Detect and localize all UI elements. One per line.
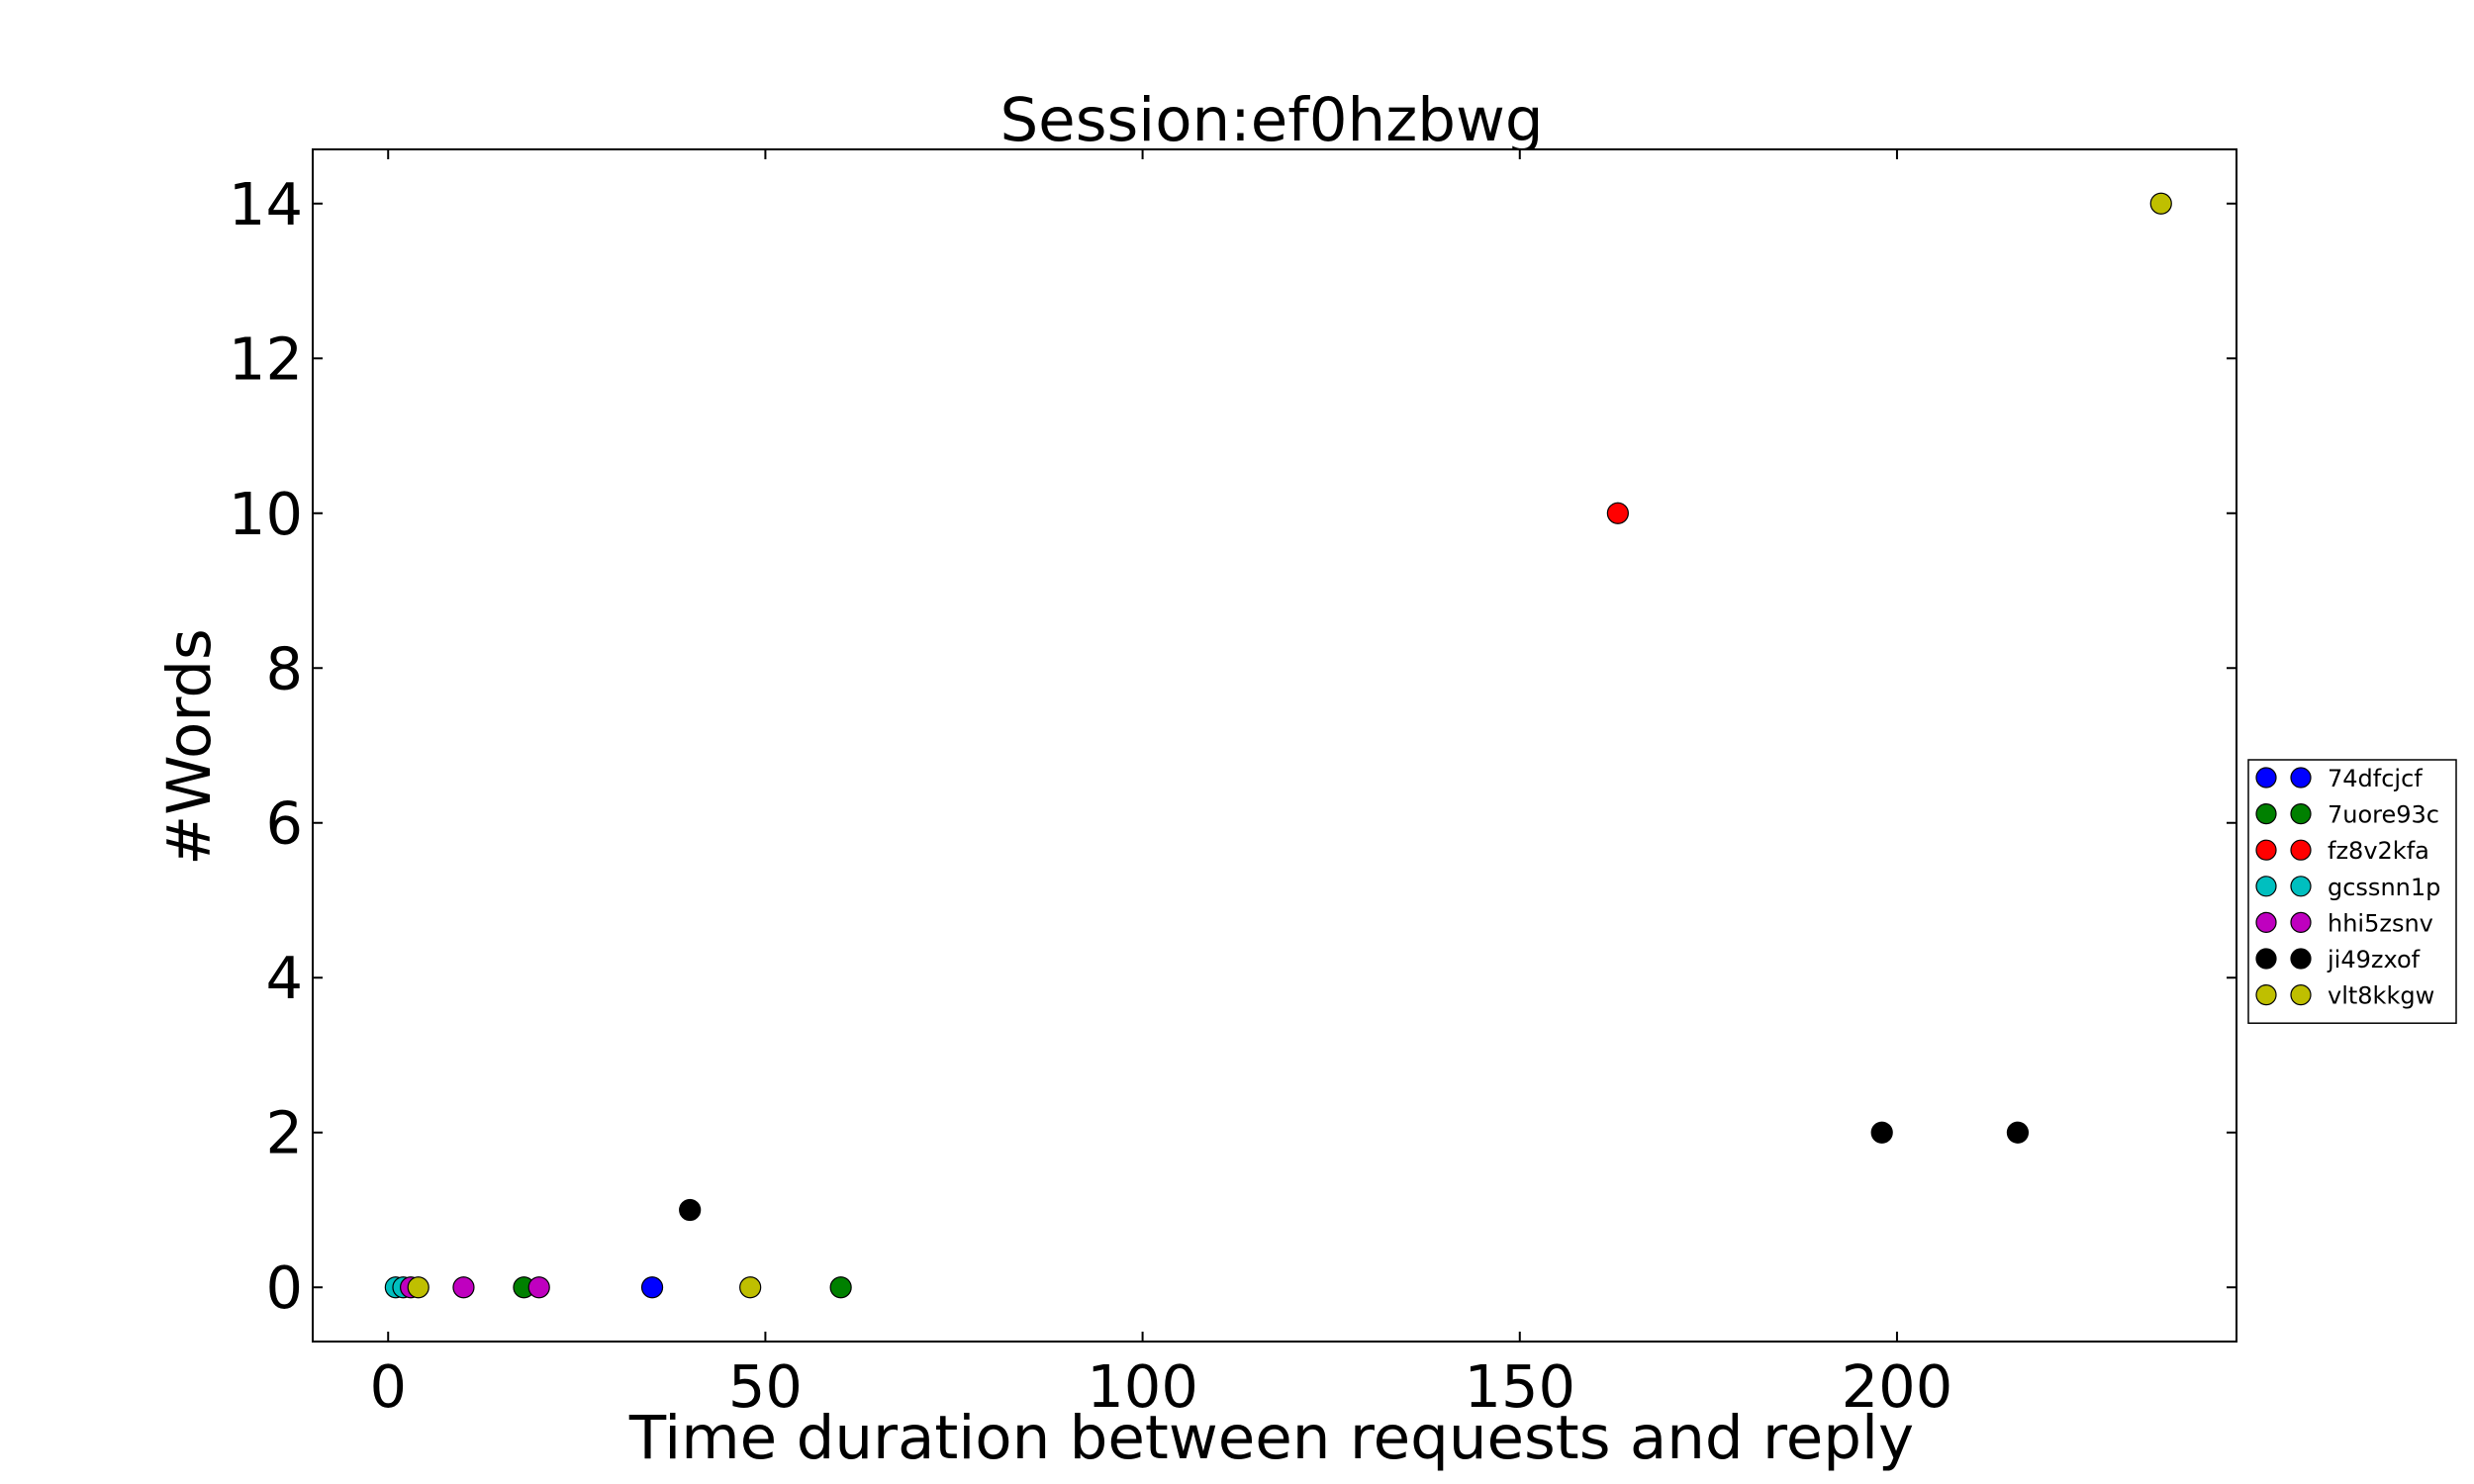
data-points xyxy=(384,192,2172,1299)
legend-box xyxy=(2247,759,2457,1024)
legend-label: 7uore93c xyxy=(2328,801,2439,829)
y-tick-label: 6 xyxy=(265,789,303,858)
legend: 74dfcjcf 7uore93c fz8v2kfa gcssnn1p hhi5zsnv… xyxy=(2247,759,2457,1024)
data-point-ji49zxof xyxy=(2006,1121,2030,1144)
y-tick-label: 8 xyxy=(265,634,303,702)
x-axis-title: Time duration between requests and reply xyxy=(628,1403,1914,1473)
legend-marker xyxy=(2290,948,2312,970)
y-tick-label: 12 xyxy=(229,325,303,393)
y-tick-label: 10 xyxy=(229,480,303,548)
legend-marker xyxy=(2255,839,2277,861)
legend-marker xyxy=(2255,948,2277,970)
data-point-vlt8kkgw xyxy=(739,1276,762,1299)
legend-label: 74dfcjcf xyxy=(2328,765,2423,792)
data-point-hhi5zsnv xyxy=(452,1276,475,1299)
y-axis-title: #Words xyxy=(154,628,225,866)
y-tick-label: 14 xyxy=(229,170,303,238)
data-point-ji49zxof xyxy=(1870,1121,1893,1144)
y-tick-label: 2 xyxy=(265,1099,303,1167)
data-point-7uore93c xyxy=(829,1276,852,1299)
legend-marker xyxy=(2255,876,2277,897)
data-point-vlt8kkgw xyxy=(407,1276,429,1299)
legend-label: gcssnn1p xyxy=(2328,874,2440,901)
legend-marker xyxy=(2255,911,2277,934)
x-tick-label: 150 xyxy=(1464,1352,1575,1421)
legend-marker xyxy=(2255,802,2277,825)
data-point-vlt8kkgw xyxy=(2149,192,2172,215)
y-axis: 0 2 4 6 8 10 12 14 xyxy=(229,170,2236,1322)
data-point-ji49zxof xyxy=(679,1198,702,1222)
legend-marker xyxy=(2290,802,2312,825)
legend-marker xyxy=(2290,876,2312,897)
legend-label: ji49zxof xyxy=(2327,946,2421,974)
x-axis: 0 50 100 150 200 xyxy=(369,149,1952,1421)
legend-marker xyxy=(2290,839,2312,861)
legend-marker xyxy=(2290,983,2312,1006)
data-point-fz8v2kfa xyxy=(1606,502,1629,524)
x-tick-label: 50 xyxy=(728,1352,803,1421)
y-tick-label: 0 xyxy=(265,1253,303,1322)
x-tick-label: 200 xyxy=(1842,1352,1953,1421)
data-point-74dfcjcf xyxy=(640,1276,664,1299)
legend-marker xyxy=(2255,767,2277,788)
chart-title: Session:ef0hzbwg xyxy=(999,85,1543,155)
x-tick-label: 0 xyxy=(369,1352,407,1421)
x-tick-label: 100 xyxy=(1087,1352,1198,1421)
y-tick-label: 4 xyxy=(265,944,303,1012)
legend-marker xyxy=(2290,911,2312,934)
legend-label: fz8v2kfa xyxy=(2328,837,2429,865)
data-point-hhi5zsnv xyxy=(527,1276,550,1299)
legend-label: vlt8kkgw xyxy=(2328,982,2434,1010)
legend-label: hhi5zsnv xyxy=(2328,909,2433,937)
legend-marker xyxy=(2290,767,2312,788)
legend-marker xyxy=(2255,983,2277,1006)
plot-area xyxy=(312,148,2237,1343)
